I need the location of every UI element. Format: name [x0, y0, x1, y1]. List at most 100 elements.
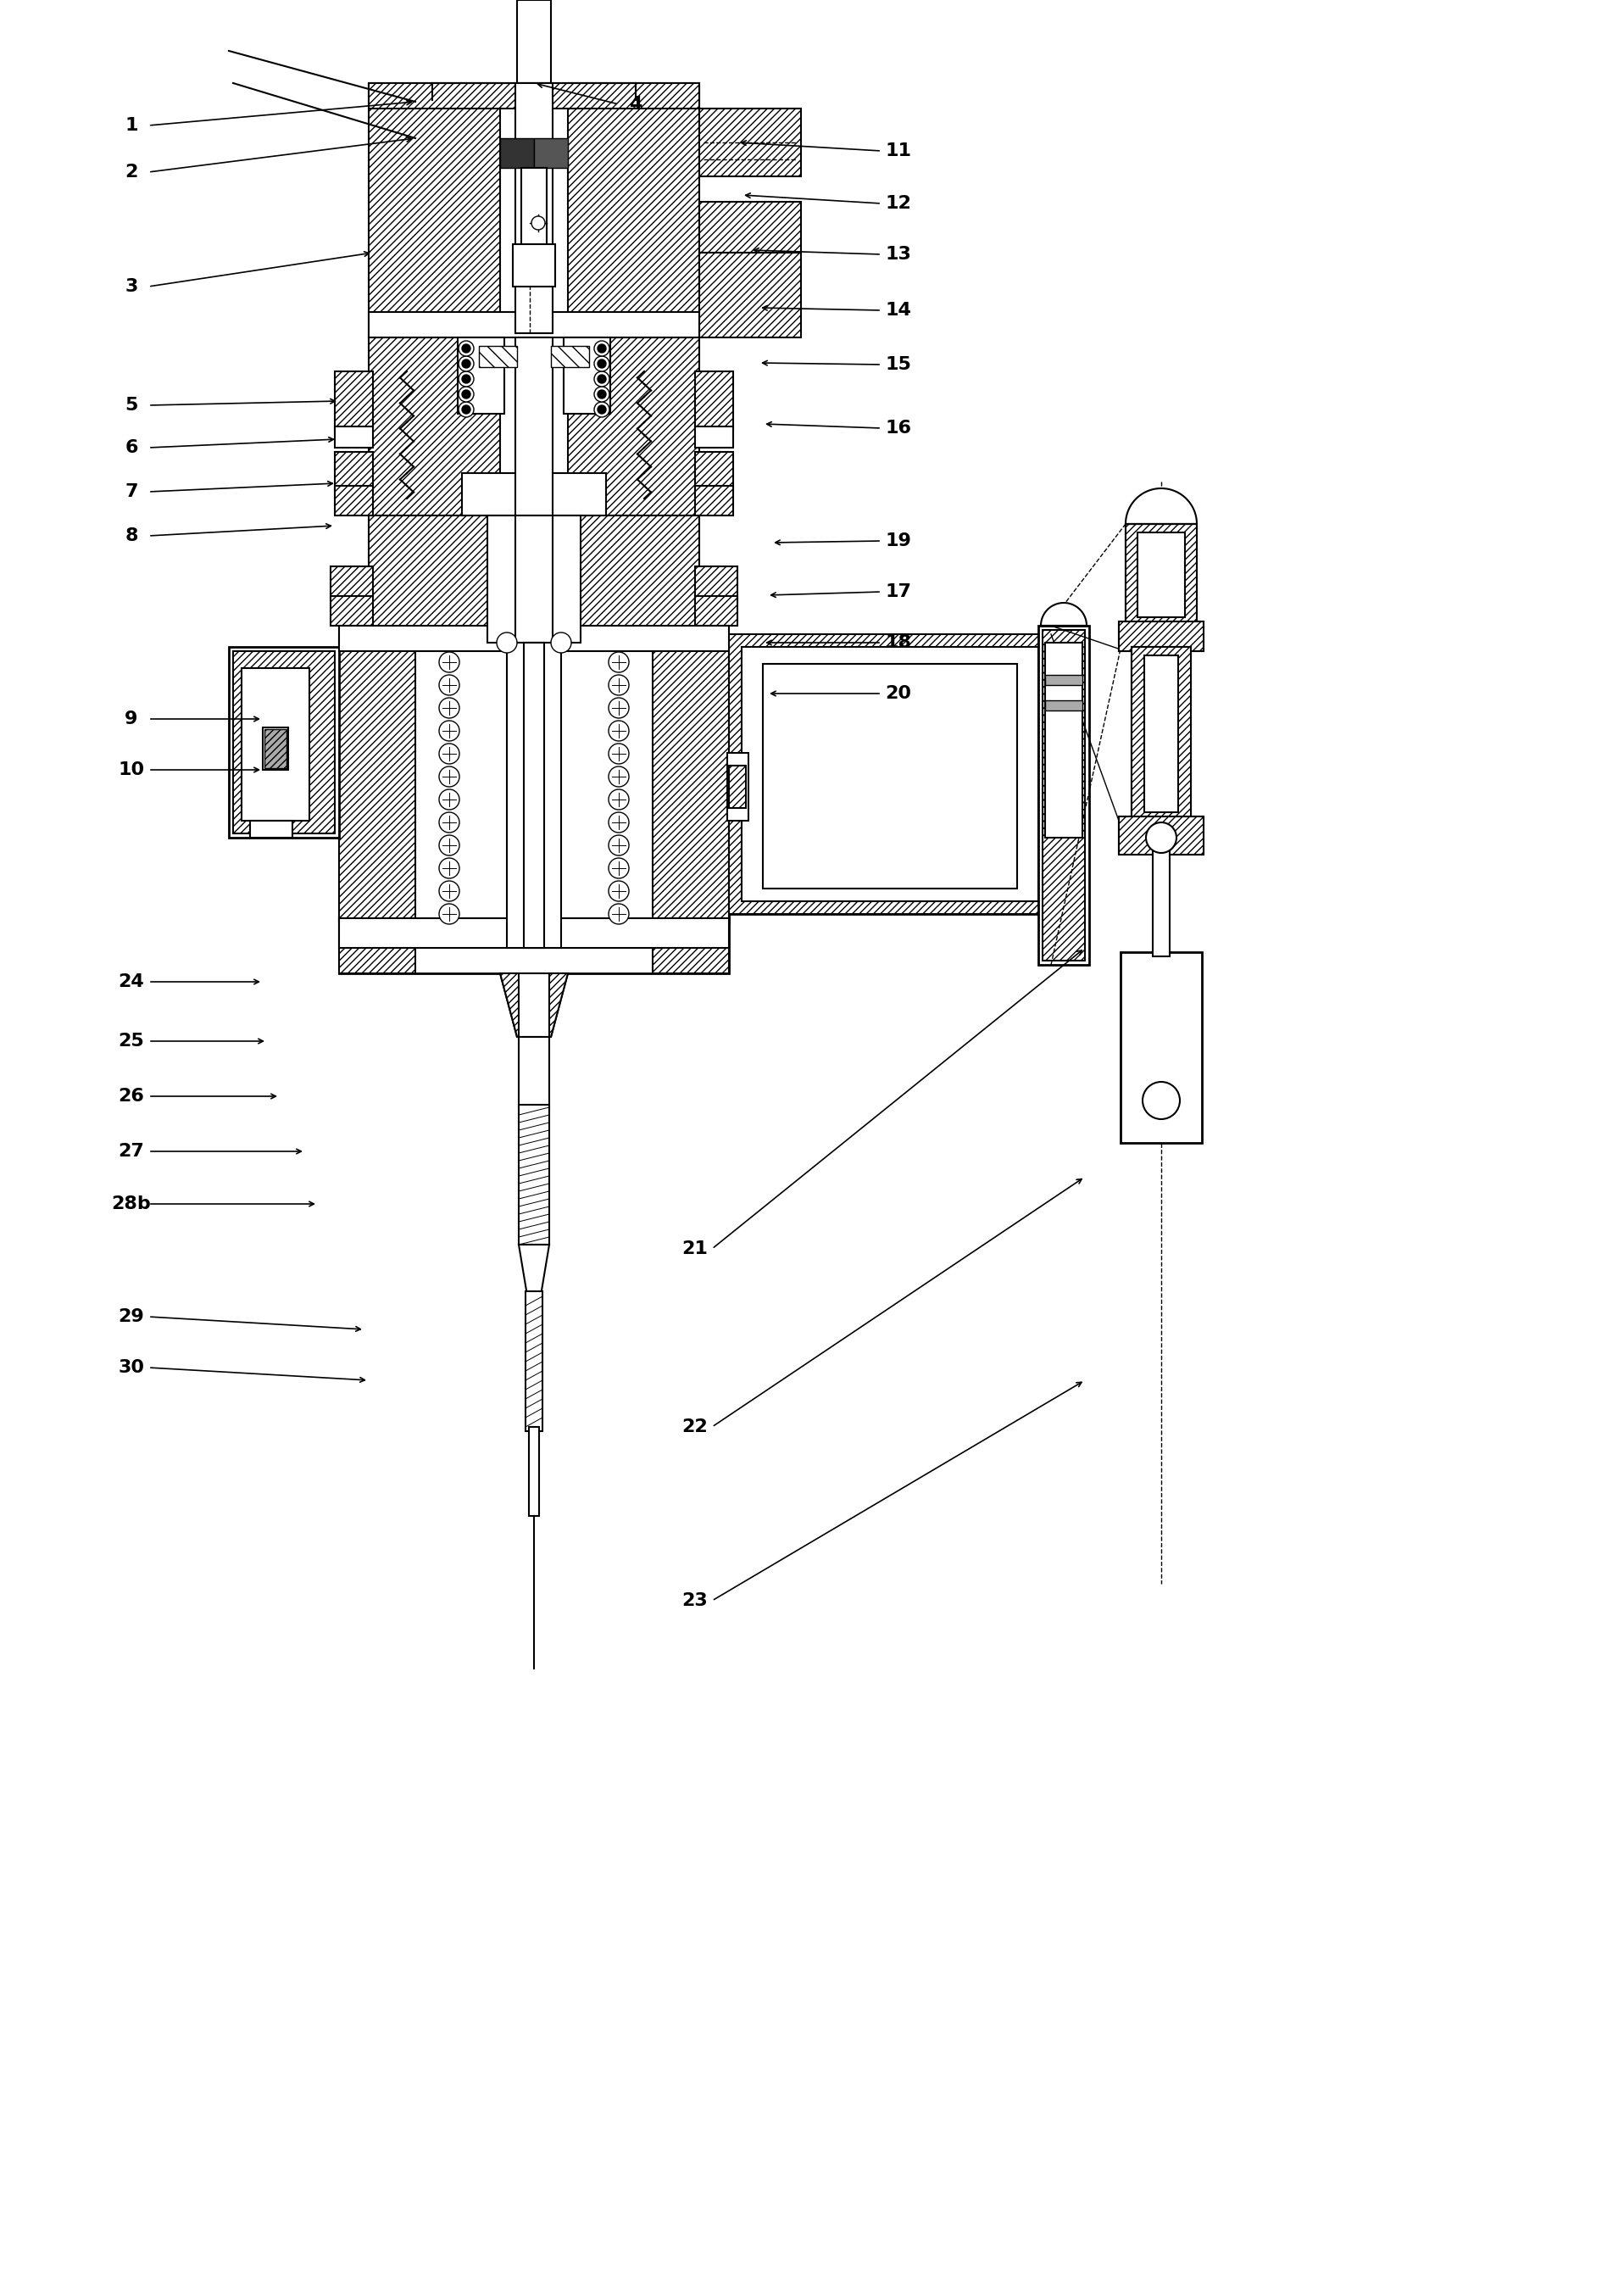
Circle shape	[497, 634, 516, 652]
Polygon shape	[1125, 488, 1197, 524]
Circle shape	[609, 882, 628, 900]
Bar	[700, 109, 801, 175]
Text: 24: 24	[119, 973, 145, 991]
Text: 3: 3	[125, 278, 138, 294]
Bar	[339, 918, 729, 973]
Circle shape	[598, 406, 606, 415]
Circle shape	[594, 371, 609, 387]
Bar	[487, 515, 581, 643]
Polygon shape	[500, 973, 518, 1037]
Bar	[729, 634, 1051, 914]
Polygon shape	[549, 973, 568, 1037]
Bar	[729, 766, 745, 809]
Text: 13: 13	[885, 246, 911, 262]
Circle shape	[458, 342, 474, 356]
Bar	[653, 634, 729, 923]
Bar	[515, 515, 552, 643]
Text: 11: 11	[885, 141, 911, 160]
Bar	[1132, 647, 1190, 820]
Circle shape	[609, 675, 628, 695]
Circle shape	[438, 652, 460, 672]
Text: 5: 5	[125, 397, 138, 415]
Bar	[1046, 643, 1082, 839]
Circle shape	[438, 905, 460, 925]
Circle shape	[594, 342, 609, 356]
Polygon shape	[1041, 604, 1086, 627]
Circle shape	[458, 387, 474, 401]
Polygon shape	[500, 973, 568, 1037]
Circle shape	[458, 401, 474, 417]
Circle shape	[438, 857, 460, 877]
Text: 25: 25	[119, 1032, 145, 1051]
Bar	[229, 647, 339, 839]
Circle shape	[598, 360, 606, 367]
Bar	[729, 634, 1051, 914]
Text: 9: 9	[125, 711, 138, 727]
Bar	[1038, 627, 1090, 964]
Bar	[742, 647, 1038, 900]
Text: 18: 18	[885, 634, 911, 652]
Circle shape	[438, 675, 460, 695]
Bar	[331, 597, 374, 627]
Bar	[700, 203, 801, 253]
Circle shape	[609, 789, 628, 809]
Polygon shape	[518, 1244, 549, 1294]
Circle shape	[1143, 1083, 1181, 1119]
Bar	[515, 337, 552, 515]
Text: 6: 6	[125, 440, 138, 456]
Circle shape	[461, 360, 471, 367]
Text: 27: 27	[119, 1142, 145, 1160]
Bar	[1137, 533, 1186, 618]
Bar	[369, 337, 500, 515]
Bar	[1132, 647, 1190, 820]
Text: 1: 1	[125, 116, 138, 134]
Circle shape	[438, 743, 460, 763]
Bar	[1125, 524, 1197, 627]
Text: 30: 30	[119, 1358, 145, 1377]
Bar	[700, 253, 801, 337]
Circle shape	[609, 857, 628, 877]
Bar	[369, 312, 700, 337]
Text: 26: 26	[119, 1087, 145, 1105]
Bar	[263, 727, 287, 770]
Text: 15: 15	[885, 356, 911, 374]
Circle shape	[609, 720, 628, 741]
Bar	[500, 139, 534, 169]
Circle shape	[609, 834, 628, 855]
Bar	[458, 337, 505, 415]
Circle shape	[594, 387, 609, 401]
Circle shape	[594, 356, 609, 371]
Text: 23: 23	[682, 1593, 708, 1609]
Bar	[335, 451, 374, 490]
Bar	[695, 426, 732, 447]
Circle shape	[438, 789, 460, 809]
Bar	[763, 663, 1017, 889]
Text: 8: 8	[125, 526, 138, 545]
Bar	[1119, 816, 1203, 855]
Bar	[564, 337, 611, 415]
Bar	[1119, 622, 1203, 652]
Text: 14: 14	[885, 301, 911, 319]
Bar	[526, 1292, 542, 1431]
Circle shape	[598, 374, 606, 383]
Bar	[339, 918, 729, 948]
Bar	[369, 82, 500, 337]
Bar	[1119, 816, 1203, 855]
Circle shape	[461, 344, 471, 353]
Text: 17: 17	[885, 583, 911, 599]
Bar	[728, 752, 749, 820]
Text: 19: 19	[885, 533, 911, 549]
Bar	[369, 515, 500, 643]
Circle shape	[438, 720, 460, 741]
Bar	[265, 729, 286, 768]
Bar	[339, 918, 416, 973]
Bar	[1121, 953, 1202, 1142]
Text: 10: 10	[119, 761, 145, 779]
Circle shape	[609, 743, 628, 763]
Circle shape	[609, 766, 628, 786]
Bar	[513, 244, 555, 287]
Bar	[653, 918, 729, 973]
Bar	[339, 627, 729, 652]
Bar	[479, 346, 516, 367]
Bar	[250, 820, 292, 839]
